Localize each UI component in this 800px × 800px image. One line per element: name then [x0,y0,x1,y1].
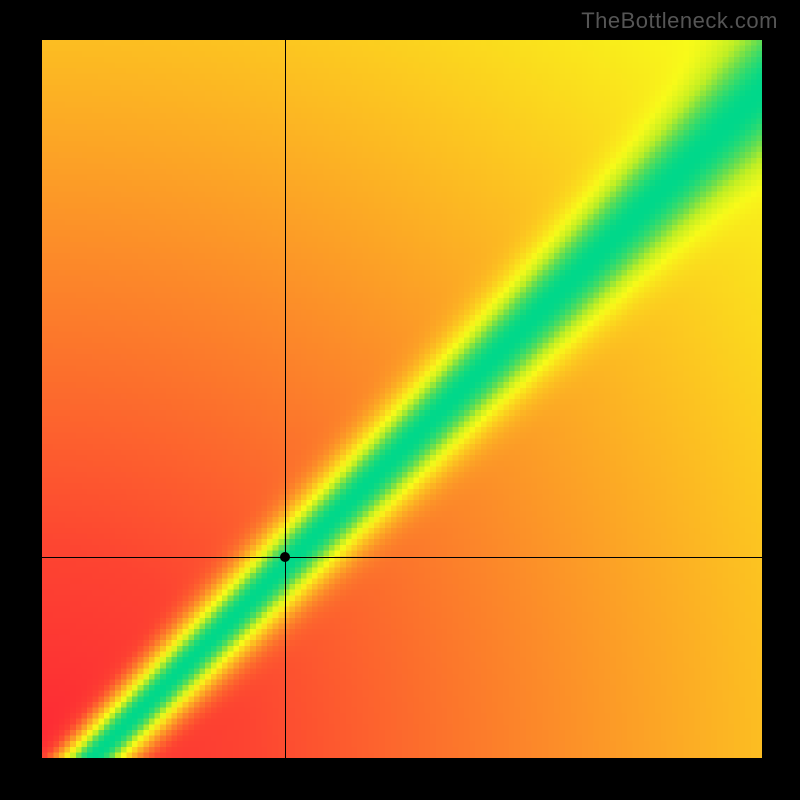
marker-dot [280,552,290,562]
heatmap-canvas [42,40,762,758]
crosshair-vertical [285,40,286,758]
heatmap-plot [42,40,762,758]
watermark-text: TheBottleneck.com [581,8,778,34]
crosshair-horizontal [42,557,762,558]
